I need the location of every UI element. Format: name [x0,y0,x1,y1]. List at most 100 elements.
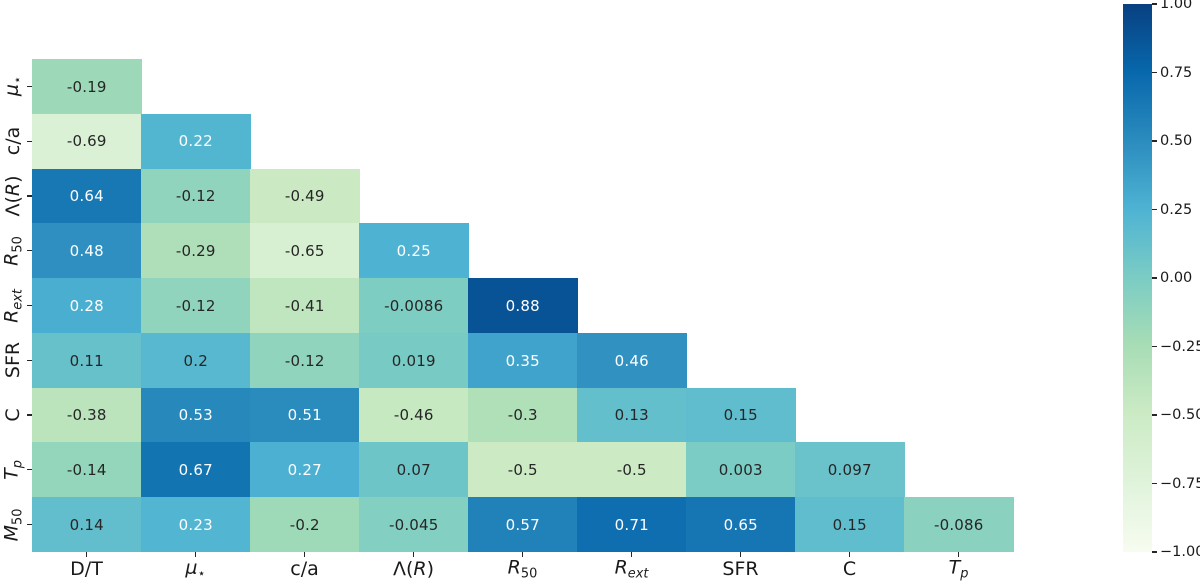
x-tick-label-D/T: D/T [70,558,103,580]
heatmap-cell: 0.14 [32,497,142,553]
heatmap-cell: 0.003 [686,442,796,498]
heatmap-cell: 0.11 [32,332,142,389]
heatmap-cell: 0.35 [468,332,578,389]
colorbar-tick-label: 0.00 [1160,270,1193,286]
colorbar-tick-mark [1152,551,1157,553]
colorbar-tick-mark [1152,71,1157,74]
colorbar-gradient [1123,4,1152,552]
heatmap-cell: -0.14 [32,442,142,498]
heatmap-cell: 0.27 [250,442,360,498]
y-tick-mark [27,524,32,526]
heatmap-cell: 0.53 [141,387,251,443]
colorbar-tick-mark [1152,208,1157,211]
y-tick-label-C: C [2,408,24,422]
x-tick-mark [521,552,524,557]
x-tick-mark [957,552,960,557]
y-tick-label-Λ(R): Λ(R) [2,175,24,217]
colorbar-tick-mark [1152,414,1157,416]
heatmap-cell: -0.65 [250,223,360,279]
heatmap-cell: -0.12 [250,332,360,389]
heatmap-cell: 0.64 [32,168,142,224]
heatmap-cell: -0.29 [141,223,251,279]
heatmap-cell: 0.15 [795,497,905,553]
heatmap-cell: -0.12 [141,278,251,334]
heatmap-cell: -0.38 [32,387,142,443]
y-tick-mark [27,469,32,471]
y-tick-label-μ⋆: μ⋆ [0,76,26,97]
colorbar-tick-label: −0.50 [1160,407,1200,423]
x-tick-label-R50: R50 [507,556,538,582]
heatmap-cell: 0.23 [141,497,251,553]
heatmap-cell: -0.19 [32,59,142,115]
heatmap-cell: 0.13 [577,387,687,443]
y-tick-mark [27,359,32,361]
colorbar-tick-label: −0.75 [1160,475,1200,492]
x-tick-mark [630,552,633,557]
heatmap-cell: -0.69 [32,113,142,170]
heatmap-cell: 0.67 [141,442,251,498]
y-tick-mark [27,304,32,307]
x-tick-mark [739,552,742,557]
x-tick-mark [194,552,197,557]
heatmap-cell: -0.49 [250,168,360,224]
heatmap-cell: -0.3 [468,387,578,443]
y-tick-mark [27,250,32,252]
x-tick-label-c/a: c/a [290,558,319,580]
heatmap-cell: 0.15 [686,387,796,443]
heatmap-cell: 0.28 [32,278,142,334]
x-tick-label-C: C [842,558,857,580]
colorbar-tick-label: 0.25 [1160,201,1193,218]
heatmap-cell: 0.48 [32,223,142,279]
heatmap-cell: 0.097 [795,442,905,498]
colorbar-tick-label: 0.75 [1160,64,1193,81]
x-tick-label-SFR: SFR [722,558,759,580]
heatmap-cell: 0.46 [577,332,687,389]
x-tick-mark [848,552,851,557]
x-tick-mark [412,552,415,557]
y-tick-label-R50: R50 [0,235,26,266]
x-tick-label-Tp: Tp [948,556,969,582]
heatmap-cell: -0.46 [359,387,469,443]
heatmap-cell: 0.51 [250,387,360,443]
heatmap-cell: 0.07 [359,442,469,498]
y-tick-label-Rext: Rext [0,288,26,323]
colorbar-tick-mark [1152,140,1157,142]
x-tick-label-Λ(R): Λ(R) [392,558,435,580]
heatmap-cell: 0.2 [141,332,251,389]
heatmap-cell: -0.086 [904,497,1014,553]
heatmap-cell: -0.41 [250,278,360,334]
heatmap-cell: 0.65 [686,497,796,553]
heatmap-cell: -0.2 [250,497,360,553]
heatmap-cell: 0.57 [468,497,578,553]
y-tick-label-SFR: SFR [2,342,24,379]
heatmap-cell: 0.019 [359,332,469,389]
colorbar-tick-mark [1152,345,1157,348]
colorbar-tick-mark [1152,3,1157,5]
y-tick-mark [27,195,32,197]
x-tick-label-μ⋆: μ⋆ [185,556,206,582]
y-tick-mark [27,414,32,416]
x-tick-label-Rext: Rext [614,556,649,582]
heatmap-cell: -0.045 [359,497,469,553]
colorbar-tick-label: 0.50 [1160,133,1193,149]
y-tick-label-Tp: Tp [0,459,26,480]
y-tick-mark [27,85,32,87]
heatmap-cell: 0.88 [468,278,578,334]
colorbar-tick-mark [1152,482,1157,485]
heatmap-cell: -0.12 [141,168,251,224]
x-tick-mark [85,552,88,557]
colorbar-tick-label: −1.00 [1160,544,1200,560]
colorbar-tick-label: 1.00 [1160,0,1193,12]
y-tick-label-c/a: c/a [2,126,24,156]
y-tick-mark [27,140,32,142]
heatmap-cell: -0.5 [577,442,687,498]
heatmap-cell: 0.71 [577,497,687,553]
colorbar-tick-mark [1152,277,1157,279]
heatmap-cell: -0.0086 [359,278,469,334]
heatmap-cell: -0.5 [468,442,578,498]
y-tick-label-M50: M50 [0,508,26,542]
x-tick-mark [303,552,306,557]
colorbar-tick-label: −0.25 [1160,338,1200,355]
heatmap-cell: 0.25 [359,223,469,279]
